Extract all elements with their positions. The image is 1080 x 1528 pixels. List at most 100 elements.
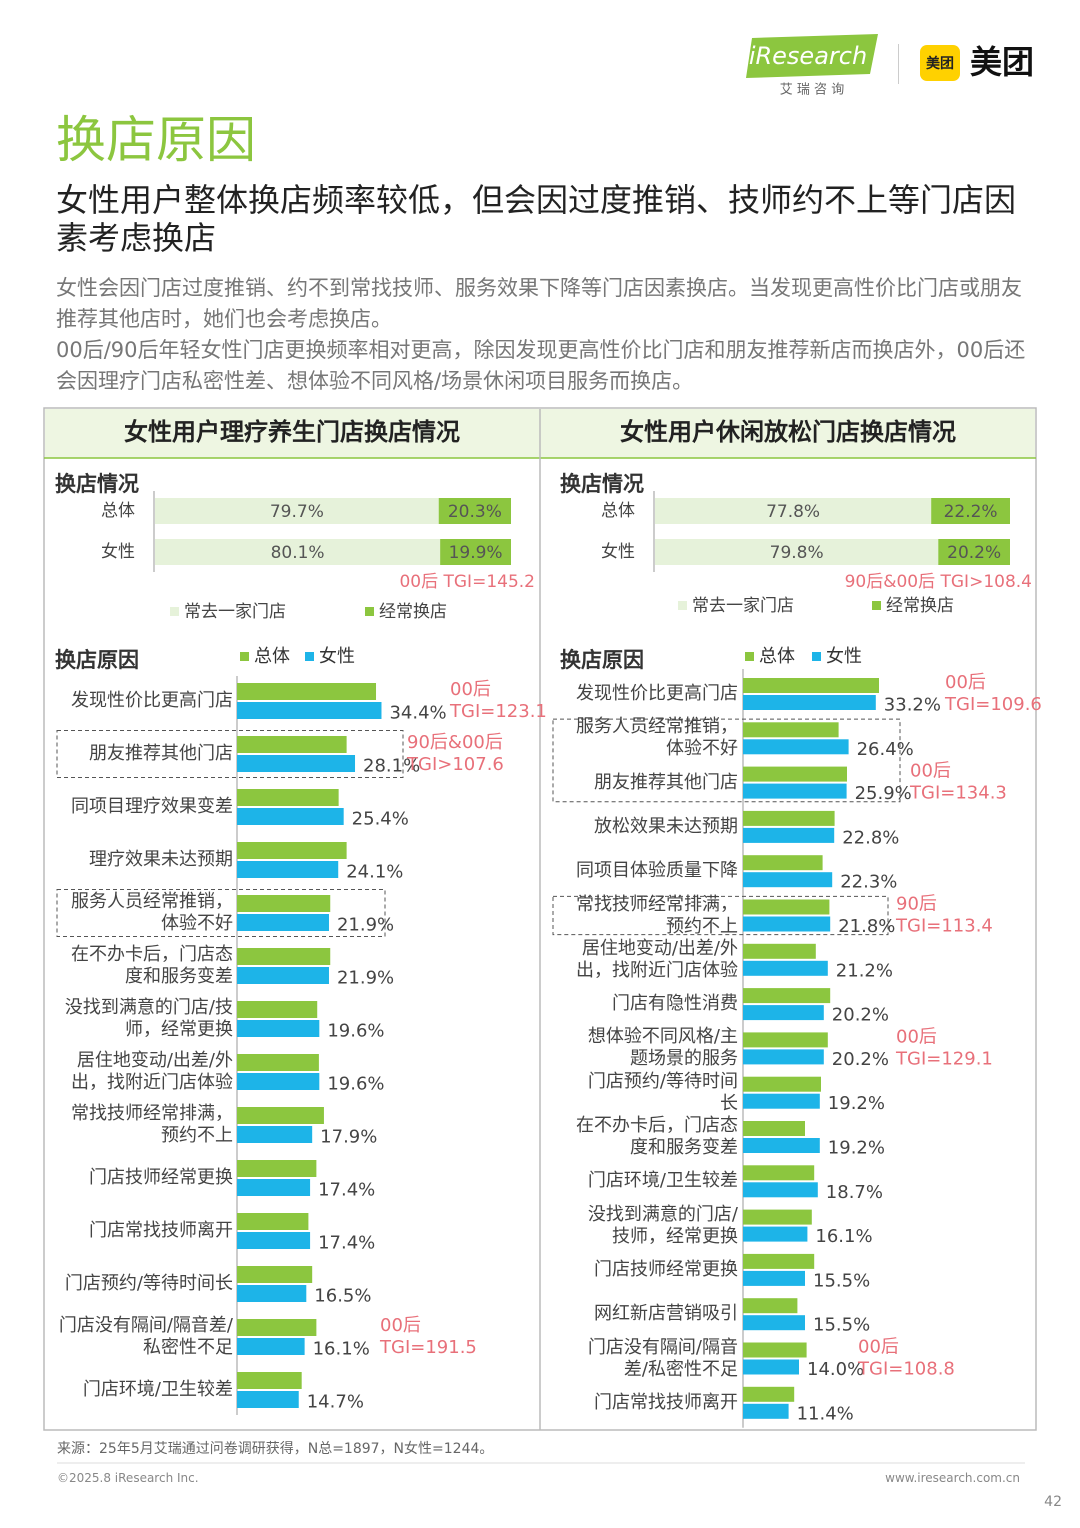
url: www.iresearch.com.cn [885, 1471, 1020, 1485]
category-label: 门店没有隔间/隔音差/私密性不足 [587, 1336, 738, 1380]
bar [237, 702, 382, 719]
category-label: 门店技师经常更换 [89, 1167, 233, 1188]
annotation: 00后 [945, 672, 986, 693]
highlight-box [552, 718, 901, 803]
value-label: 21.2% [836, 960, 893, 981]
bar [743, 1032, 828, 1048]
highlight-box [552, 895, 889, 936]
category-label: 在不办卡后，门店态度和服务变差 [71, 944, 233, 987]
bar [743, 695, 876, 710]
bar [237, 948, 331, 965]
value-label: 21.9% [337, 968, 394, 989]
category-label: 服务人员经常推销，体验不好 [71, 891, 233, 934]
category-label: 门店环境/卫生较差 [82, 1379, 233, 1400]
highlight-box [56, 889, 386, 937]
paragraph: 00后/90后年轻女性门店更换频率相对更高，除因发现更高性价比门店和朋友推荐新店… [56, 338, 1026, 393]
category-label: 门店常找技师离开 [89, 1220, 233, 1241]
category-label: 服务人员经常推销，体验不好 [576, 716, 738, 760]
value-label: 18.7% [826, 1182, 883, 1203]
bar [440, 539, 511, 565]
chart-title: 换店原因 [55, 648, 139, 672]
category-label: 门店环境/卫生较差 [587, 1170, 738, 1192]
value-label: 21.8% [838, 916, 895, 937]
category-label: 女性 [101, 542, 135, 562]
value-label: 21.9% [337, 915, 394, 936]
bar [237, 1160, 317, 1177]
legend-swatch [365, 607, 374, 616]
chart-title: 换店情况 [55, 472, 139, 496]
panel-title: 女性用户休闲放松门店换店情况 [620, 418, 956, 446]
legend-label: 常去一家门店 [692, 596, 794, 616]
bar [743, 1315, 805, 1331]
bar [155, 539, 441, 565]
legend-label: 女性 [319, 646, 355, 667]
category-label: 居住地变动/出差/外出，找附近门店体验 [71, 1050, 233, 1093]
category-label: 朋友推荐其他门店 [594, 771, 738, 793]
legend-label: 总体 [254, 646, 290, 667]
bar [743, 1403, 789, 1419]
category-label: 常找技师经常排满，预约不上 [576, 893, 738, 937]
value-label: 79.7% [270, 502, 324, 522]
value-label: 20.2% [832, 1049, 889, 1070]
bar [237, 1338, 305, 1355]
value-label: 17.4% [318, 1180, 375, 1201]
legend-label: 经常换店 [379, 602, 447, 622]
value-label: 80.1% [271, 543, 325, 563]
brand-icon: 美团 [926, 55, 954, 72]
value-label: 16.5% [314, 1286, 371, 1307]
category-label: 女性 [601, 542, 635, 562]
bar [237, 1213, 309, 1230]
category-label: 门店没有隔间/隔音差/私密性不足 [58, 1315, 233, 1358]
bar [743, 1005, 824, 1021]
bar [237, 1372, 302, 1389]
bar [237, 842, 347, 859]
legend-label: 总体 [759, 646, 795, 667]
category-label: 总体 [601, 501, 635, 521]
category-label: 朋友推荐其他门店 [89, 743, 233, 764]
category-label: 同项目理疗效果变差 [71, 796, 233, 817]
bar [743, 872, 833, 888]
bar [237, 895, 331, 912]
category-label: 总体 [101, 501, 135, 521]
legend-swatch [745, 652, 754, 661]
value-label: 20.2% [947, 543, 1001, 563]
category-label: 放松效果未达预期 [594, 815, 738, 837]
bar [743, 1386, 795, 1402]
bar [237, 1319, 317, 1336]
annotation: TGI=108.8 [857, 1359, 955, 1380]
bar [743, 1359, 799, 1375]
bar [743, 1076, 821, 1092]
category-label: 没找到满意的门店/技师，经常更换 [587, 1203, 738, 1247]
logo-shape [746, 34, 878, 78]
value-label: 77.8% [766, 502, 820, 522]
annotation: 90后&00后 TGI>108.4 [845, 572, 1032, 592]
value-label: 24.1% [346, 862, 403, 883]
value-label: 20.3% [448, 502, 502, 522]
bar [655, 498, 932, 524]
bar [743, 1270, 805, 1286]
bar [237, 1179, 311, 1196]
bar [655, 539, 939, 565]
annotation: TGI=134.3 [909, 783, 1007, 804]
bar [743, 899, 830, 915]
legend-label: 常去一家门店 [184, 602, 286, 622]
bar [743, 1298, 798, 1314]
bar [938, 539, 1010, 565]
bar [743, 988, 831, 1004]
value-label: 19.6% [327, 1021, 384, 1042]
value-label: 22.3% [840, 872, 897, 893]
category-label: 想体验不同风格/主题场景的服务 [587, 1026, 738, 1070]
bar [237, 861, 339, 878]
bar [743, 810, 835, 826]
bar [743, 1165, 815, 1181]
logo-text: iResearch [749, 42, 867, 70]
bar [237, 736, 347, 753]
bar [237, 1001, 318, 1018]
value-label: 25.4% [352, 809, 409, 830]
category-label: 没找到满意的门店/技师，经常更换 [64, 997, 233, 1040]
value-label: 16.1% [815, 1226, 872, 1247]
bar [743, 766, 847, 782]
bar [237, 808, 344, 825]
